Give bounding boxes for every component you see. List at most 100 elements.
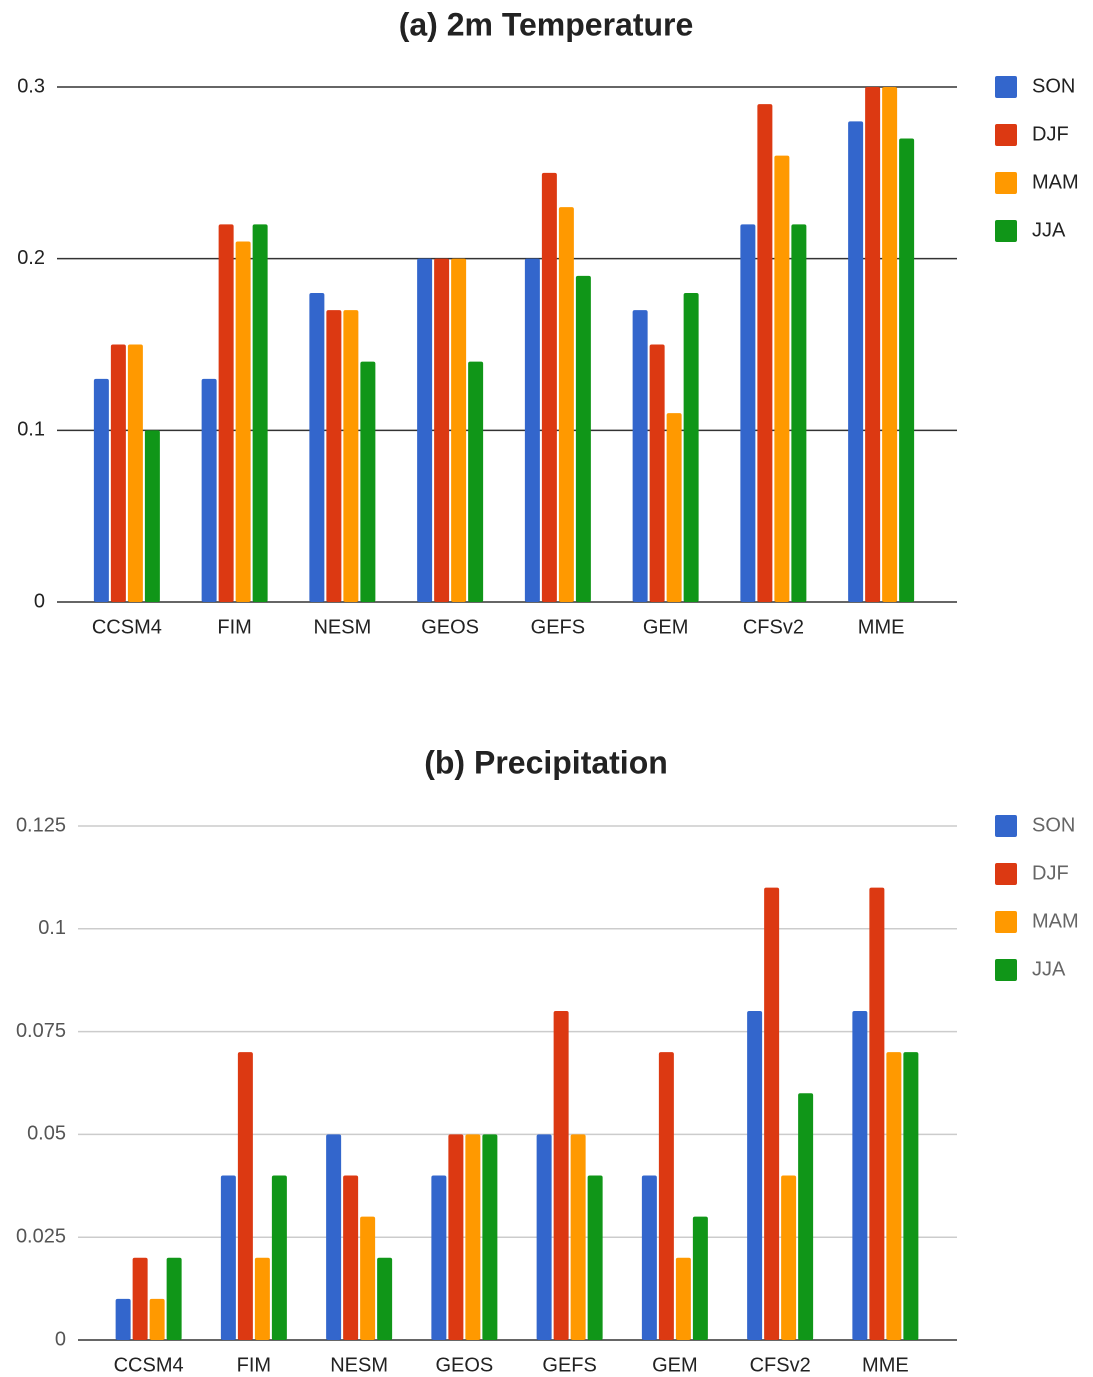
- bar: [110, 344, 126, 602]
- bar: [434, 258, 450, 602]
- x-tick-label: GEOS: [435, 1354, 493, 1376]
- bar: [377, 1257, 393, 1340]
- legend-swatch: [995, 959, 1017, 981]
- bar: [115, 1298, 131, 1340]
- chart-title: (a) 2m Temperature: [399, 6, 694, 42]
- legend-swatch: [995, 911, 1017, 933]
- bar: [903, 1052, 919, 1340]
- bar: [882, 87, 898, 602]
- bar: [666, 413, 682, 602]
- legend-label: SON: [1032, 814, 1075, 836]
- x-tick-label: CFSv2: [750, 1354, 811, 1376]
- legend-swatch: [995, 124, 1017, 146]
- bar: [237, 1052, 253, 1340]
- bar: [740, 224, 756, 603]
- legend-label: SON: [1032, 75, 1075, 97]
- bar: [93, 378, 109, 602]
- bar: [144, 430, 160, 602]
- bar: [675, 1257, 691, 1340]
- y-tick-label: 0.2: [17, 247, 45, 269]
- bar: [575, 275, 591, 602]
- bar: [683, 293, 699, 602]
- legend-label: JJA: [1032, 219, 1066, 241]
- x-tick-label: GEFS: [531, 616, 585, 638]
- bar: [220, 1175, 236, 1340]
- bar: [360, 1216, 376, 1340]
- x-tick-label: CCSM4: [92, 616, 162, 638]
- bar: [641, 1175, 657, 1340]
- bar: [570, 1134, 586, 1340]
- bar: [166, 1257, 182, 1340]
- bar: [852, 1011, 868, 1340]
- bar: [553, 1011, 569, 1340]
- x-tick-label: GEM: [652, 1354, 698, 1376]
- bar: [465, 1134, 481, 1340]
- bar: [798, 1093, 814, 1340]
- y-tick-label: 0.075: [16, 1020, 66, 1042]
- legend-swatch: [995, 815, 1017, 837]
- legend-swatch: [995, 76, 1017, 98]
- bar: [417, 258, 433, 602]
- legend-label: MAM: [1032, 910, 1079, 932]
- bar: [848, 121, 864, 602]
- y-tick-label: 0.1: [17, 419, 45, 441]
- bar: [326, 1134, 342, 1340]
- bar: [343, 310, 359, 602]
- bar: [254, 1257, 270, 1340]
- bar: [757, 104, 773, 603]
- x-tick-label: NESM: [330, 1354, 388, 1376]
- x-tick-label: FIM: [237, 1354, 271, 1376]
- bar: [869, 887, 885, 1340]
- bar: [326, 310, 342, 602]
- legend-label: DJF: [1032, 123, 1069, 145]
- y-tick-label: 0.1: [38, 917, 66, 939]
- bar: [587, 1175, 603, 1340]
- legend-swatch: [995, 863, 1017, 885]
- x-tick-label: NESM: [313, 616, 371, 638]
- bar: [201, 378, 217, 602]
- y-tick-label: 0.3: [17, 75, 45, 97]
- bar: [431, 1175, 447, 1340]
- bar: [235, 241, 251, 602]
- legend-label: MAM: [1032, 171, 1079, 193]
- bar: [448, 1134, 464, 1340]
- legend-label: JJA: [1032, 958, 1066, 980]
- bar: [774, 155, 790, 602]
- legend-label: DJF: [1032, 862, 1069, 884]
- bar: [658, 1052, 674, 1340]
- bar: [360, 361, 376, 602]
- bar: [149, 1298, 165, 1340]
- bar: [524, 258, 540, 602]
- y-tick-label: 0: [34, 590, 45, 612]
- bar: [127, 344, 143, 602]
- chart-title: (b) Precipitation: [424, 744, 668, 780]
- bar: [899, 138, 915, 602]
- bar: [536, 1134, 552, 1340]
- x-tick-label: MME: [862, 1354, 909, 1376]
- bar: [309, 293, 325, 602]
- bar: [558, 207, 574, 602]
- legend-swatch: [995, 220, 1017, 242]
- bar: [865, 87, 881, 602]
- bar: [271, 1175, 287, 1340]
- bar: [781, 1175, 797, 1340]
- bar: [649, 344, 665, 602]
- y-tick-label: 0.05: [27, 1123, 66, 1145]
- x-tick-label: GEM: [643, 616, 689, 638]
- x-tick-label: GEFS: [542, 1354, 596, 1376]
- bar: [252, 224, 268, 603]
- y-tick-label: 0.025: [16, 1225, 66, 1247]
- bar: [632, 310, 648, 602]
- bar: [132, 1257, 148, 1340]
- x-tick-label: CCSM4: [114, 1354, 184, 1376]
- x-tick-label: FIM: [217, 616, 251, 638]
- bar: [218, 224, 234, 603]
- x-tick-label: MME: [858, 616, 905, 638]
- bar: [343, 1175, 359, 1340]
- y-tick-label: 0.125: [16, 814, 66, 836]
- bar: [541, 172, 557, 603]
- x-tick-label: GEOS: [421, 616, 479, 638]
- bar: [692, 1216, 708, 1340]
